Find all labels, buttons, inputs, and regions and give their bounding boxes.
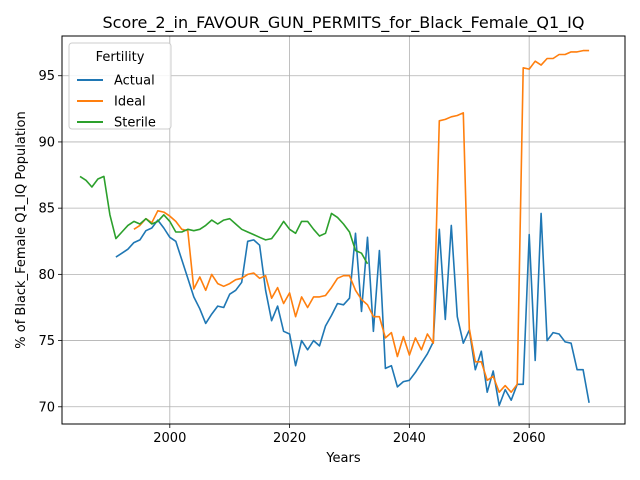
legend: Fertility Actual Ideal Sterile xyxy=(68,42,172,131)
legend-label-actual: Actual xyxy=(114,74,155,89)
x-axis-label: Years xyxy=(325,451,361,466)
legend-label-ideal: Ideal xyxy=(114,95,146,110)
y-tick-label: 70 xyxy=(38,400,55,415)
y-tick-label: 95 xyxy=(38,69,55,84)
y-tick-label: 85 xyxy=(38,202,55,217)
chart-title: Score_2_in_FAVOUR_GUN_PERMITS_for_Black_… xyxy=(103,13,585,33)
series-line-actual xyxy=(115,212,590,407)
plot-frame xyxy=(61,35,626,425)
series-lines xyxy=(79,49,590,407)
series-line-ideal xyxy=(133,49,590,394)
y-tick-label: 75 xyxy=(38,334,55,349)
y-axis-label: % of Black_Female Q1_IQ Population xyxy=(14,111,29,348)
series-line-sterile xyxy=(79,175,369,265)
y-tick-label: 90 xyxy=(38,135,55,150)
x-tick-label: 2020 xyxy=(273,431,306,446)
axis-ticks: 2000 2020 2040 2060 70 75 80 85 90 95 xyxy=(38,69,545,446)
legend-label-sterile: Sterile xyxy=(114,116,156,131)
legend-box xyxy=(68,42,172,130)
legend-title: Fertility xyxy=(96,50,145,65)
x-tick-label: 2060 xyxy=(513,431,546,446)
x-tick-label: 2000 xyxy=(153,431,186,446)
legend-items: Actual Ideal Sterile xyxy=(77,74,156,131)
y-tick-label: 80 xyxy=(38,268,55,283)
x-tick-label: 2040 xyxy=(393,431,426,446)
